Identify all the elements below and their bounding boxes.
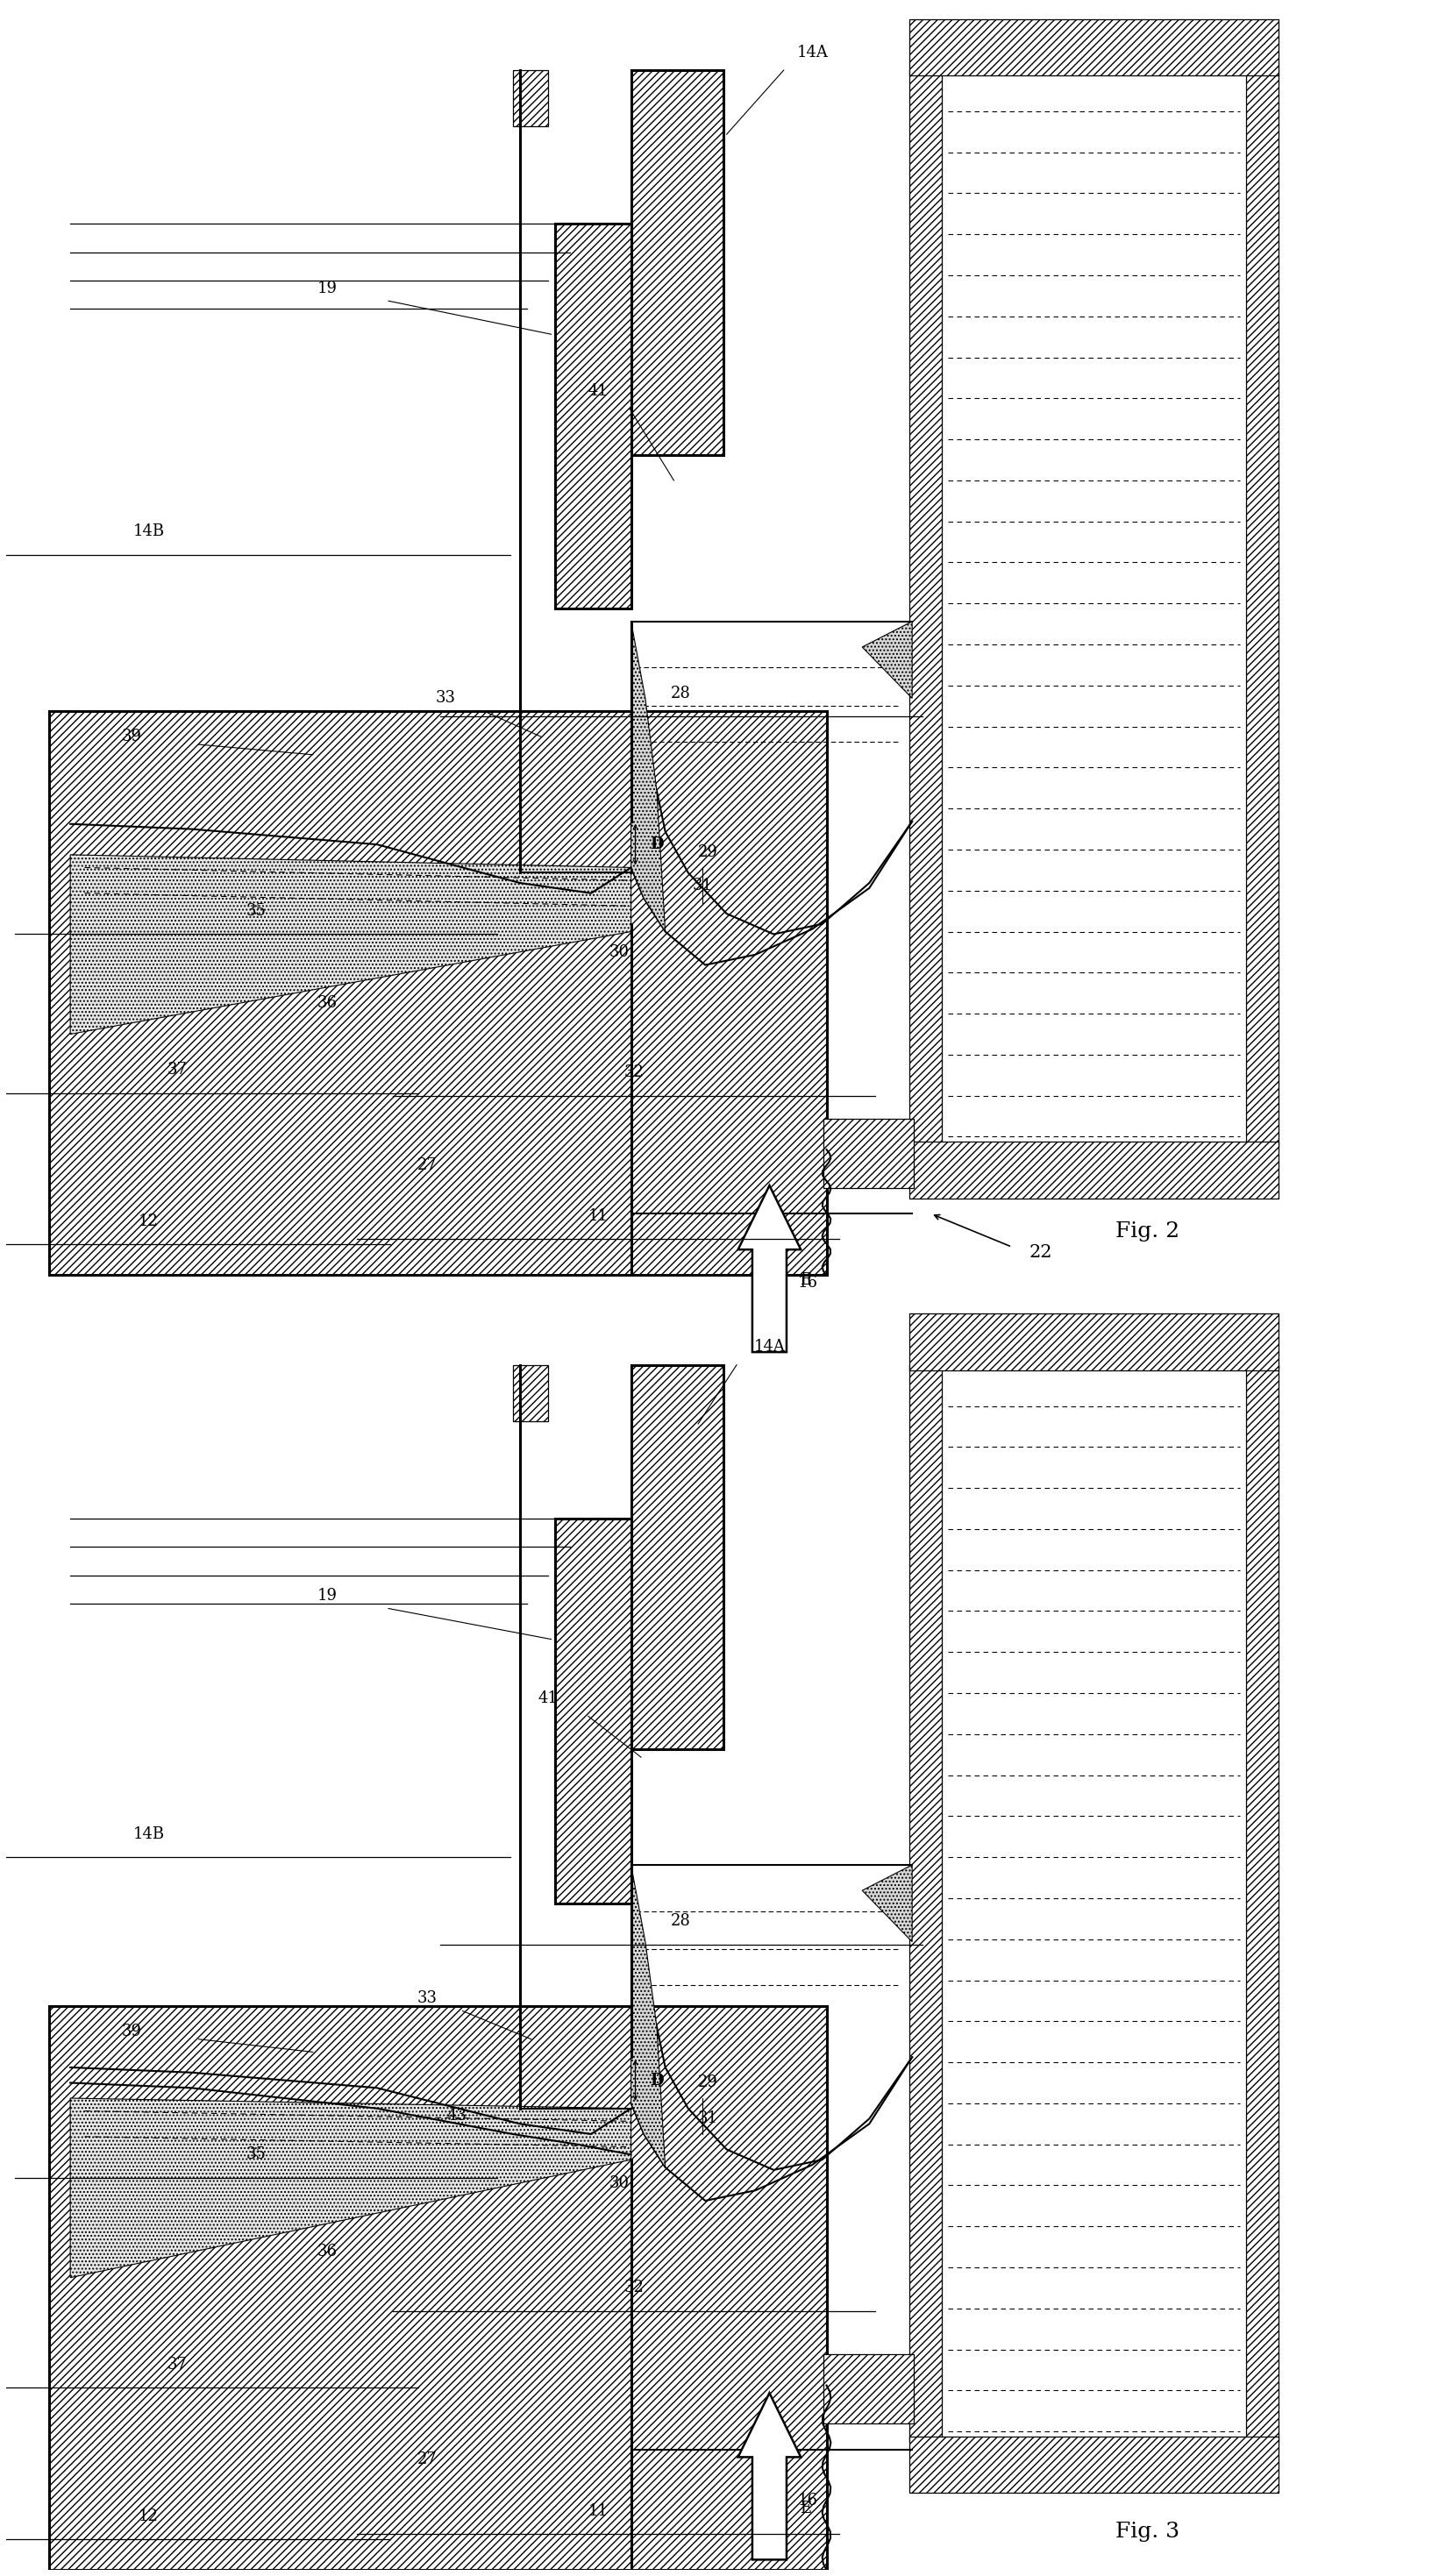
- Text: 35: 35: [246, 2146, 266, 2161]
- Text: 39: 39: [121, 729, 141, 744]
- Text: 43: 43: [448, 2107, 468, 2125]
- Bar: [1246, 70, 1279, 1146]
- Text: D: D: [650, 837, 663, 853]
- Bar: [1246, 1365, 1279, 2442]
- Text: 37: 37: [167, 2357, 187, 2372]
- Polygon shape: [738, 1185, 802, 1352]
- Text: 31: 31: [692, 878, 712, 894]
- Bar: [941, 70, 1248, 1146]
- Text: 39: 39: [121, 2025, 141, 2040]
- Text: 33: 33: [436, 690, 456, 706]
- Polygon shape: [632, 621, 665, 933]
- Bar: [512, 70, 548, 126]
- Polygon shape: [71, 855, 632, 1033]
- Bar: [555, 224, 632, 608]
- Polygon shape: [49, 2007, 826, 2571]
- Bar: [823, 2354, 914, 2424]
- Text: 22: 22: [1029, 1244, 1052, 1260]
- Bar: [909, 2437, 1279, 2494]
- Text: E: E: [799, 1273, 810, 1288]
- Text: 11: 11: [589, 1208, 609, 1224]
- Bar: [909, 1365, 943, 2442]
- Text: 12: 12: [138, 1213, 158, 1229]
- Text: 12: 12: [138, 2509, 158, 2524]
- Text: 28: 28: [671, 1914, 691, 1929]
- Bar: [909, 18, 1279, 75]
- Text: 29: 29: [698, 845, 718, 860]
- Bar: [909, 1141, 1279, 1198]
- Text: 14B: 14B: [132, 1826, 164, 1842]
- Polygon shape: [49, 711, 826, 1275]
- Bar: [909, 1314, 1279, 1370]
- Text: 27: 27: [417, 1157, 437, 1172]
- Bar: [632, 1365, 724, 1749]
- Text: 11: 11: [589, 2504, 609, 2519]
- Polygon shape: [862, 1865, 912, 1942]
- Text: 32: 32: [625, 2280, 643, 2295]
- Polygon shape: [632, 1865, 665, 2166]
- Polygon shape: [862, 621, 912, 698]
- Text: 14B: 14B: [132, 523, 164, 538]
- Polygon shape: [71, 2099, 632, 2277]
- Text: 37: 37: [167, 1061, 187, 1077]
- Bar: [823, 1118, 914, 1188]
- Polygon shape: [738, 2393, 802, 2561]
- Text: E: E: [799, 2501, 810, 2517]
- Text: 28: 28: [671, 685, 691, 701]
- Bar: [555, 1520, 632, 1904]
- Text: 16: 16: [797, 2494, 817, 2509]
- Bar: [632, 70, 724, 456]
- Text: 16: 16: [797, 1275, 817, 1291]
- Bar: [512, 1365, 548, 1422]
- Text: 30: 30: [610, 2174, 630, 2190]
- Text: 19: 19: [317, 1587, 337, 1602]
- Text: Fig. 2: Fig. 2: [1115, 1221, 1180, 1242]
- Text: 14A: 14A: [754, 1340, 786, 1355]
- Text: 36: 36: [317, 994, 337, 1012]
- Text: D: D: [650, 2071, 663, 2089]
- Text: 27: 27: [417, 2452, 437, 2468]
- Bar: [909, 70, 943, 1146]
- Text: Fig. 3: Fig. 3: [1115, 2522, 1180, 2543]
- Text: 41: 41: [589, 384, 609, 399]
- Text: 30: 30: [610, 945, 630, 961]
- Text: 36: 36: [317, 2244, 337, 2259]
- Text: 33: 33: [417, 1991, 437, 2007]
- Text: 32: 32: [625, 1064, 643, 1079]
- Text: 19: 19: [317, 281, 337, 296]
- Text: 31: 31: [698, 2110, 718, 2128]
- Text: 14A: 14A: [797, 44, 827, 59]
- Text: 29: 29: [698, 2074, 718, 2092]
- Bar: [941, 1365, 1248, 2442]
- Text: 35: 35: [246, 904, 266, 920]
- Text: 41: 41: [538, 1690, 558, 1705]
